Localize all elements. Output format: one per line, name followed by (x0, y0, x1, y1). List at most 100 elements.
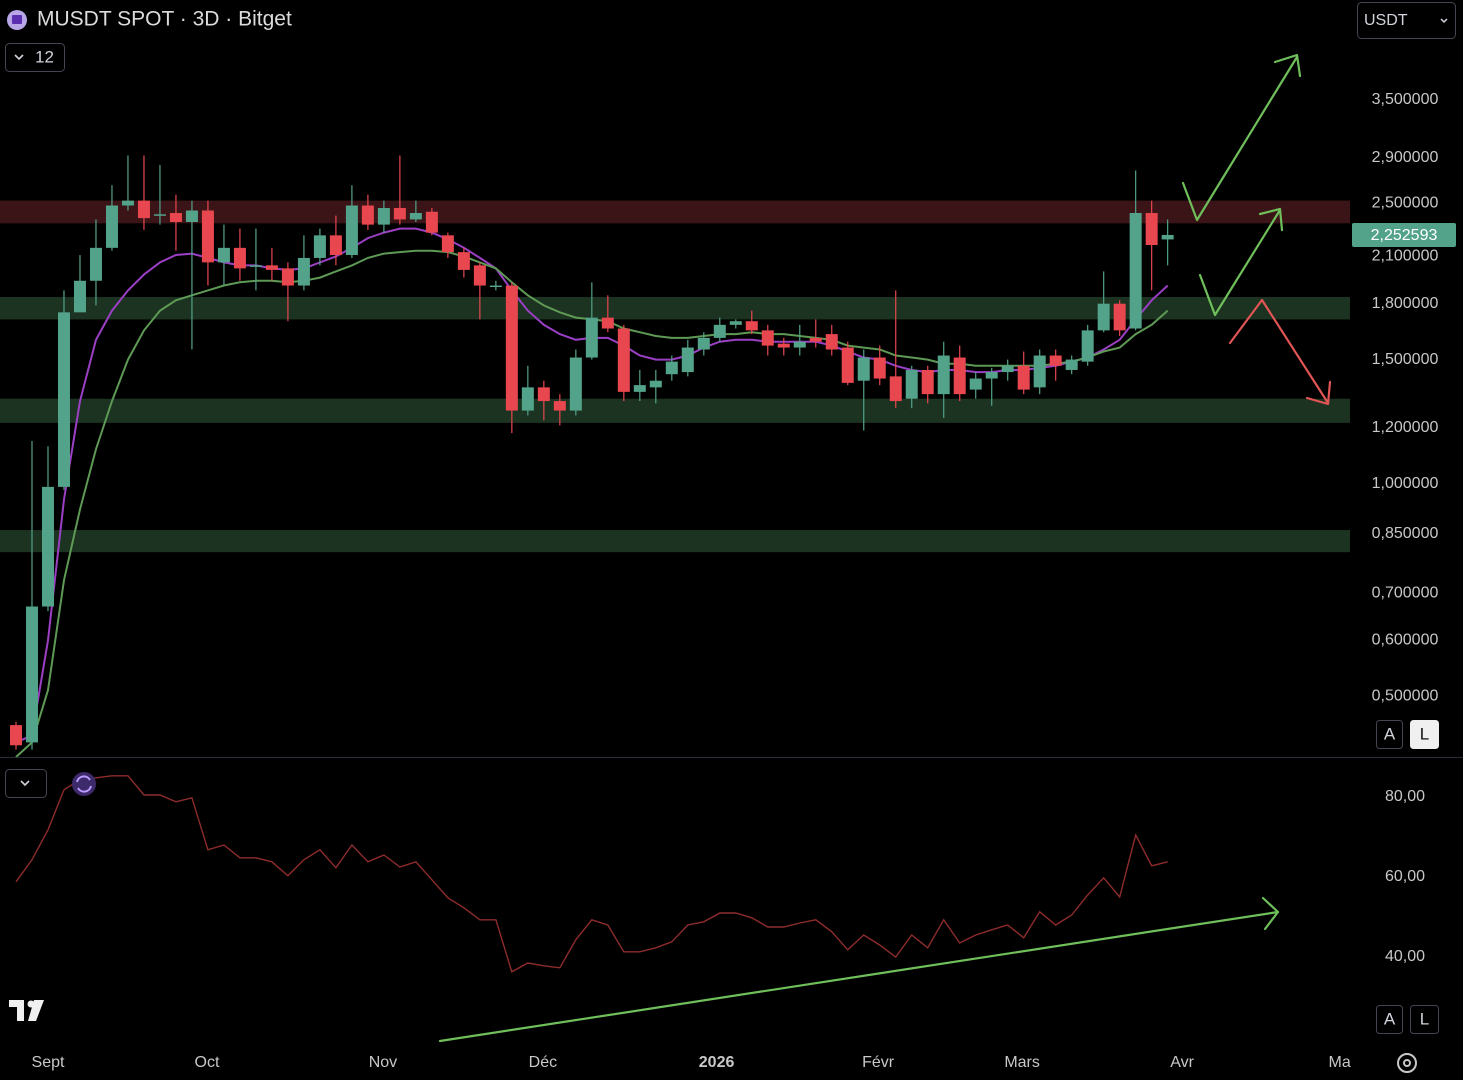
candle-body (377, 207, 390, 225)
tv-logo-dot (27, 1000, 35, 1008)
zones (0, 200, 1350, 553)
candle-body (441, 235, 454, 253)
y-tick-label: 3,500000 (1372, 91, 1439, 108)
candle-body (1081, 330, 1094, 362)
zone (0, 530, 1350, 553)
annotations (438, 53, 1332, 1043)
candle-body (537, 387, 550, 402)
candle-body (617, 328, 630, 392)
candle-body (841, 347, 854, 383)
y-tick-label: 60,00 (1385, 868, 1425, 885)
candle-body (745, 321, 758, 331)
arrowhead (1273, 53, 1302, 78)
candle-body (1001, 365, 1014, 373)
candle-body (105, 205, 118, 248)
x-tick-label: Févr (862, 1054, 895, 1071)
candle-body (601, 317, 614, 329)
candle-body (1097, 303, 1110, 331)
candle-body (905, 369, 918, 399)
candle-body (41, 486, 54, 607)
y-tick-label: 1,800000 (1372, 295, 1439, 312)
indicator-toggle[interactable] (5, 43, 65, 72)
candle-body (361, 205, 374, 225)
candle-body (681, 347, 694, 373)
candle-body (777, 343, 790, 348)
candle-body (889, 376, 902, 402)
candle-body (1033, 355, 1046, 388)
y-tick-label: 0,600000 (1372, 632, 1439, 649)
settings-icon[interactable] (1397, 1053, 1417, 1073)
price-tag-label: 2,252593 (1371, 227, 1438, 244)
candle-body (729, 321, 742, 325)
candle-body (633, 385, 646, 392)
y-tick-label: 1,000000 (1372, 475, 1439, 492)
y-tick-label: 0,700000 (1372, 584, 1439, 601)
y-tick-label: 80,00 (1385, 788, 1425, 805)
candle-body (57, 312, 70, 487)
x-tick-label: Déc (529, 1054, 557, 1071)
candle-body (393, 207, 406, 220)
chevron (20, 780, 30, 787)
candle-body (457, 252, 470, 270)
log-scale-button[interactable] (1410, 1005, 1439, 1034)
x-tick-label: Ma (1328, 1054, 1350, 1071)
candle-body (585, 317, 598, 358)
candle-body (809, 337, 822, 342)
log-scale-label: L (1420, 1009, 1429, 1028)
candle-body (169, 213, 182, 223)
log-scale-button[interactable] (1410, 720, 1439, 749)
currency-select[interactable] (1357, 2, 1456, 39)
candle-body (569, 357, 582, 411)
zone (0, 296, 1350, 320)
candle-body (185, 210, 198, 223)
candle-body (153, 214, 166, 216)
candle-body (1145, 213, 1158, 246)
candle-body (521, 387, 534, 411)
candle-body (217, 247, 230, 263)
candle-body (25, 606, 38, 743)
currency-label: USDT (1364, 12, 1408, 29)
candle-body (89, 247, 102, 281)
candle-body (409, 213, 422, 220)
candle-body (1065, 359, 1078, 370)
candle-body (1049, 355, 1062, 366)
candle-body (297, 257, 310, 286)
candle-body (953, 357, 966, 395)
y-tick-label: 0,850000 (1372, 525, 1439, 542)
settings-icon-center (1403, 1059, 1411, 1067)
arrowhead (1258, 207, 1284, 232)
x-tick-label: Sept (32, 1054, 65, 1071)
arrowhead (1305, 380, 1332, 406)
x-tick-label: Mars (1004, 1054, 1040, 1071)
candle-body (233, 247, 246, 269)
auto-scale-button[interactable] (1376, 720, 1403, 749)
candle-body (313, 235, 326, 258)
candle-body (505, 285, 518, 411)
candle-body (73, 280, 86, 313)
candle-body (793, 341, 806, 348)
candle-body (201, 210, 214, 263)
candle-body (121, 200, 134, 206)
price-tag (1352, 222, 1456, 247)
line (15, 775, 1168, 973)
y-tick-label: 1,200000 (1372, 419, 1439, 436)
arrow-up-2 (1198, 208, 1282, 317)
candle-body (761, 330, 774, 346)
candle-body (921, 369, 934, 395)
x-tick-label: Oct (195, 1054, 220, 1071)
auto-scale-button[interactable] (1376, 1005, 1403, 1034)
plot (9, 155, 1174, 973)
sync-glyph (76, 775, 92, 793)
candle-body (249, 265, 262, 267)
chevron (14, 54, 24, 61)
y-tick-label: 2,500000 (1372, 194, 1439, 211)
zone (0, 398, 1350, 423)
candle-body (825, 334, 838, 350)
candle-body (265, 265, 278, 270)
candle-body (857, 357, 870, 381)
candle-body (1129, 213, 1142, 329)
candle-body (553, 401, 566, 411)
y-tick-label: 0,500000 (1372, 687, 1439, 704)
candle-body (9, 725, 22, 746)
